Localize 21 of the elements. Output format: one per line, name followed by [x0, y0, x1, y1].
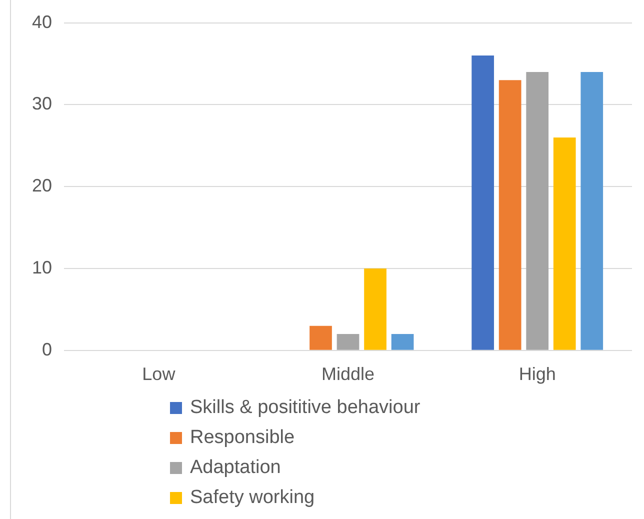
x-tick-label: High [518, 364, 556, 384]
x-tick-label: Middle [321, 364, 375, 384]
bar [580, 72, 604, 350]
y-tick-label: 40 [32, 12, 52, 32]
bar [526, 72, 549, 350]
bar [336, 334, 360, 350]
bar [364, 268, 386, 350]
x-tick-label: Low [142, 364, 176, 384]
y-tick-label: 10 [32, 257, 52, 278]
legend-label: Adaptation [190, 457, 281, 479]
bar [472, 56, 494, 350]
y-tick-label: 30 [32, 94, 52, 114]
bar [310, 326, 332, 350]
legend-label: Skills & posititive behaviour [190, 397, 420, 419]
bar [391, 334, 414, 350]
bar [498, 80, 522, 350]
bar [553, 137, 576, 350]
y-tick-label: 0 [42, 339, 52, 360]
legend-label: Responsible [190, 427, 295, 449]
y-tick-label: 20 [32, 176, 52, 196]
legend-label: Safety working [190, 487, 315, 509]
